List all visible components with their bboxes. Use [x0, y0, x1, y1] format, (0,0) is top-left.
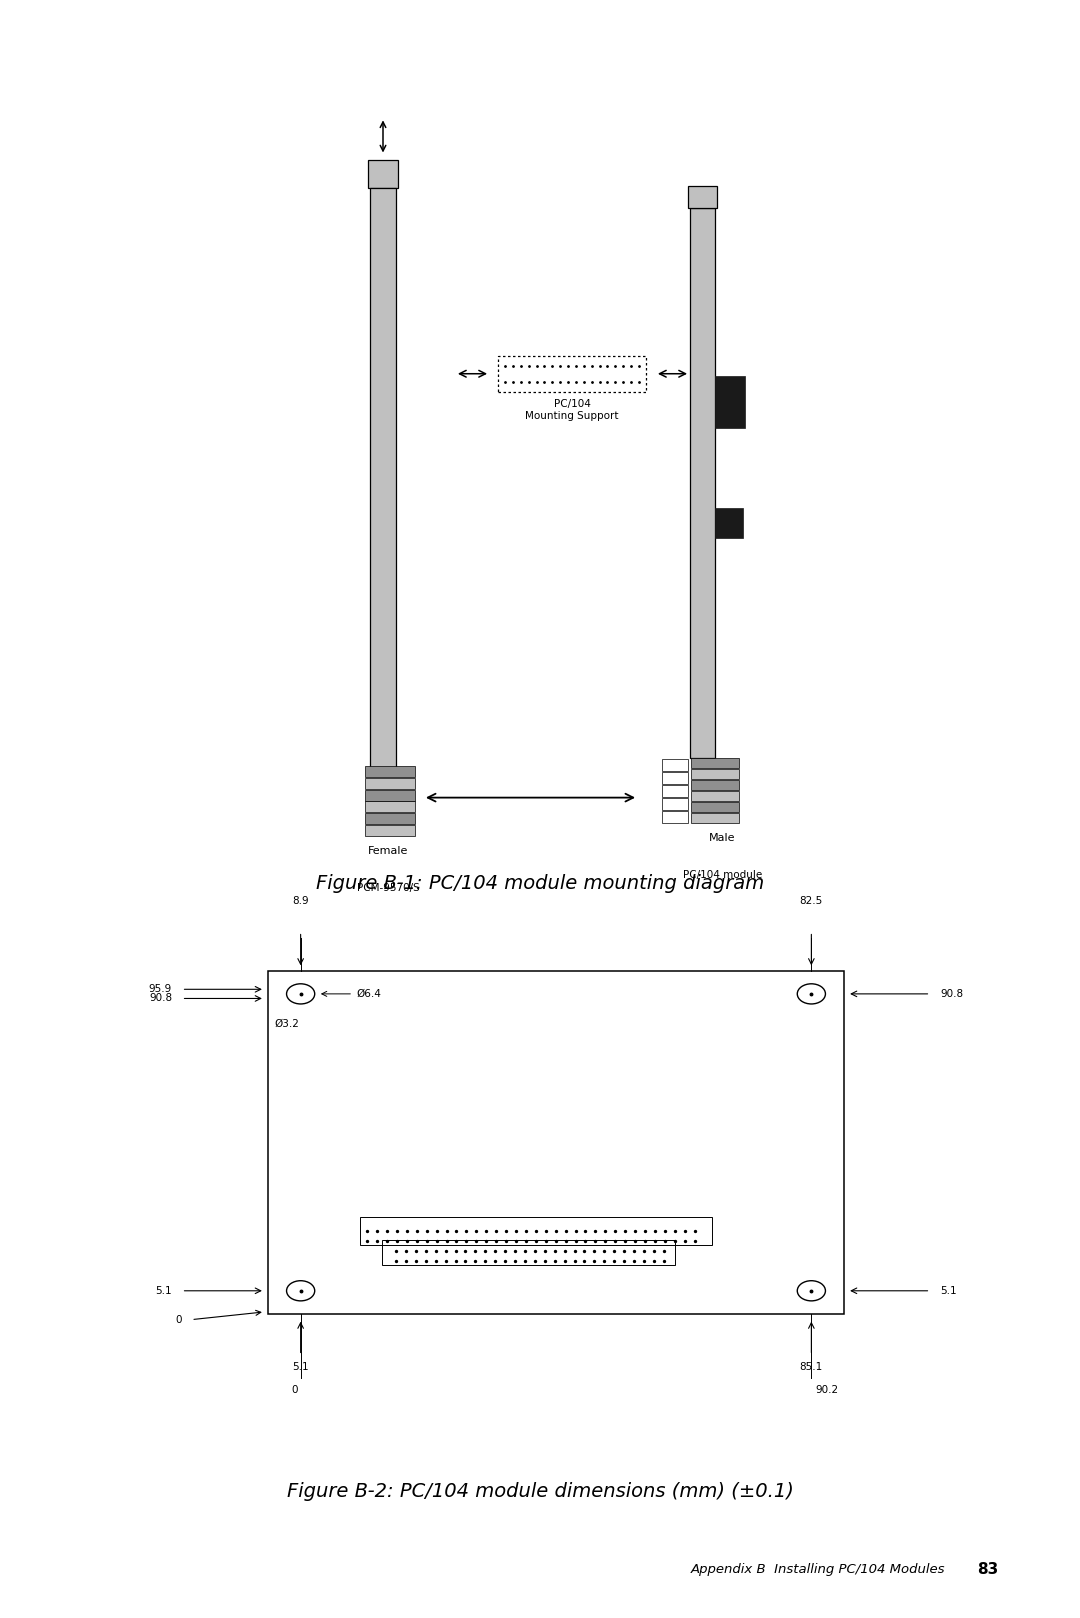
Bar [715, 508, 743, 537]
Bar [662, 811, 688, 822]
Text: 95.9: 95.9 [149, 984, 172, 995]
Text: 8.9: 8.9 [293, 896, 309, 906]
Bar [382, 1241, 675, 1265]
Bar [690, 209, 715, 757]
Bar [662, 798, 688, 809]
Bar [365, 790, 415, 801]
Text: Ø3.2: Ø3.2 [274, 1019, 299, 1029]
Text: Male: Male [710, 833, 735, 843]
Bar [691, 769, 739, 780]
Text: 83: 83 [977, 1561, 999, 1578]
Text: 5.1: 5.1 [940, 1286, 957, 1296]
Bar [691, 780, 739, 790]
Bar [268, 971, 843, 1314]
Bar [662, 759, 688, 770]
Text: 0: 0 [291, 1385, 297, 1395]
Text: Appendix B  Installing PC/104 Modules: Appendix B Installing PC/104 Modules [691, 1563, 946, 1576]
Text: PC/104 module: PC/104 module [683, 869, 762, 880]
Text: 90.2: 90.2 [815, 1385, 839, 1395]
Bar [365, 825, 415, 835]
Text: PCM-9570/S: PCM-9570/S [356, 882, 419, 893]
Bar [691, 803, 739, 812]
Text: 90.8: 90.8 [149, 993, 172, 1003]
Bar [662, 785, 688, 796]
Text: Figure B-2: PC/104 module dimensions (mm) (±0.1): Figure B-2: PC/104 module dimensions (mm… [286, 1482, 794, 1502]
Bar [365, 778, 415, 790]
Bar [691, 759, 739, 769]
Text: 5.1: 5.1 [293, 1362, 309, 1372]
Bar [360, 1217, 712, 1244]
Bar [365, 767, 415, 777]
Text: 5.1: 5.1 [156, 1286, 172, 1296]
Text: PC/104
Mounting Support: PC/104 Mounting Support [525, 398, 619, 421]
Text: Ø6.4: Ø6.4 [356, 989, 381, 998]
Bar [498, 356, 646, 392]
Bar [370, 188, 396, 767]
Bar [688, 186, 717, 209]
Bar [691, 812, 739, 822]
Bar [662, 772, 688, 783]
Text: Figure B-1: PC/104 module mounting diagram: Figure B-1: PC/104 module mounting diagr… [315, 874, 765, 893]
Text: 82.5: 82.5 [799, 896, 823, 906]
Bar [368, 160, 399, 188]
Bar [365, 814, 415, 824]
Bar [365, 801, 415, 812]
Text: 85.1: 85.1 [799, 1362, 823, 1372]
Text: Female: Female [368, 846, 408, 856]
Text: 0: 0 [175, 1315, 181, 1325]
Text: 90.8: 90.8 [940, 989, 963, 998]
Bar [691, 791, 739, 801]
Bar [715, 375, 745, 429]
